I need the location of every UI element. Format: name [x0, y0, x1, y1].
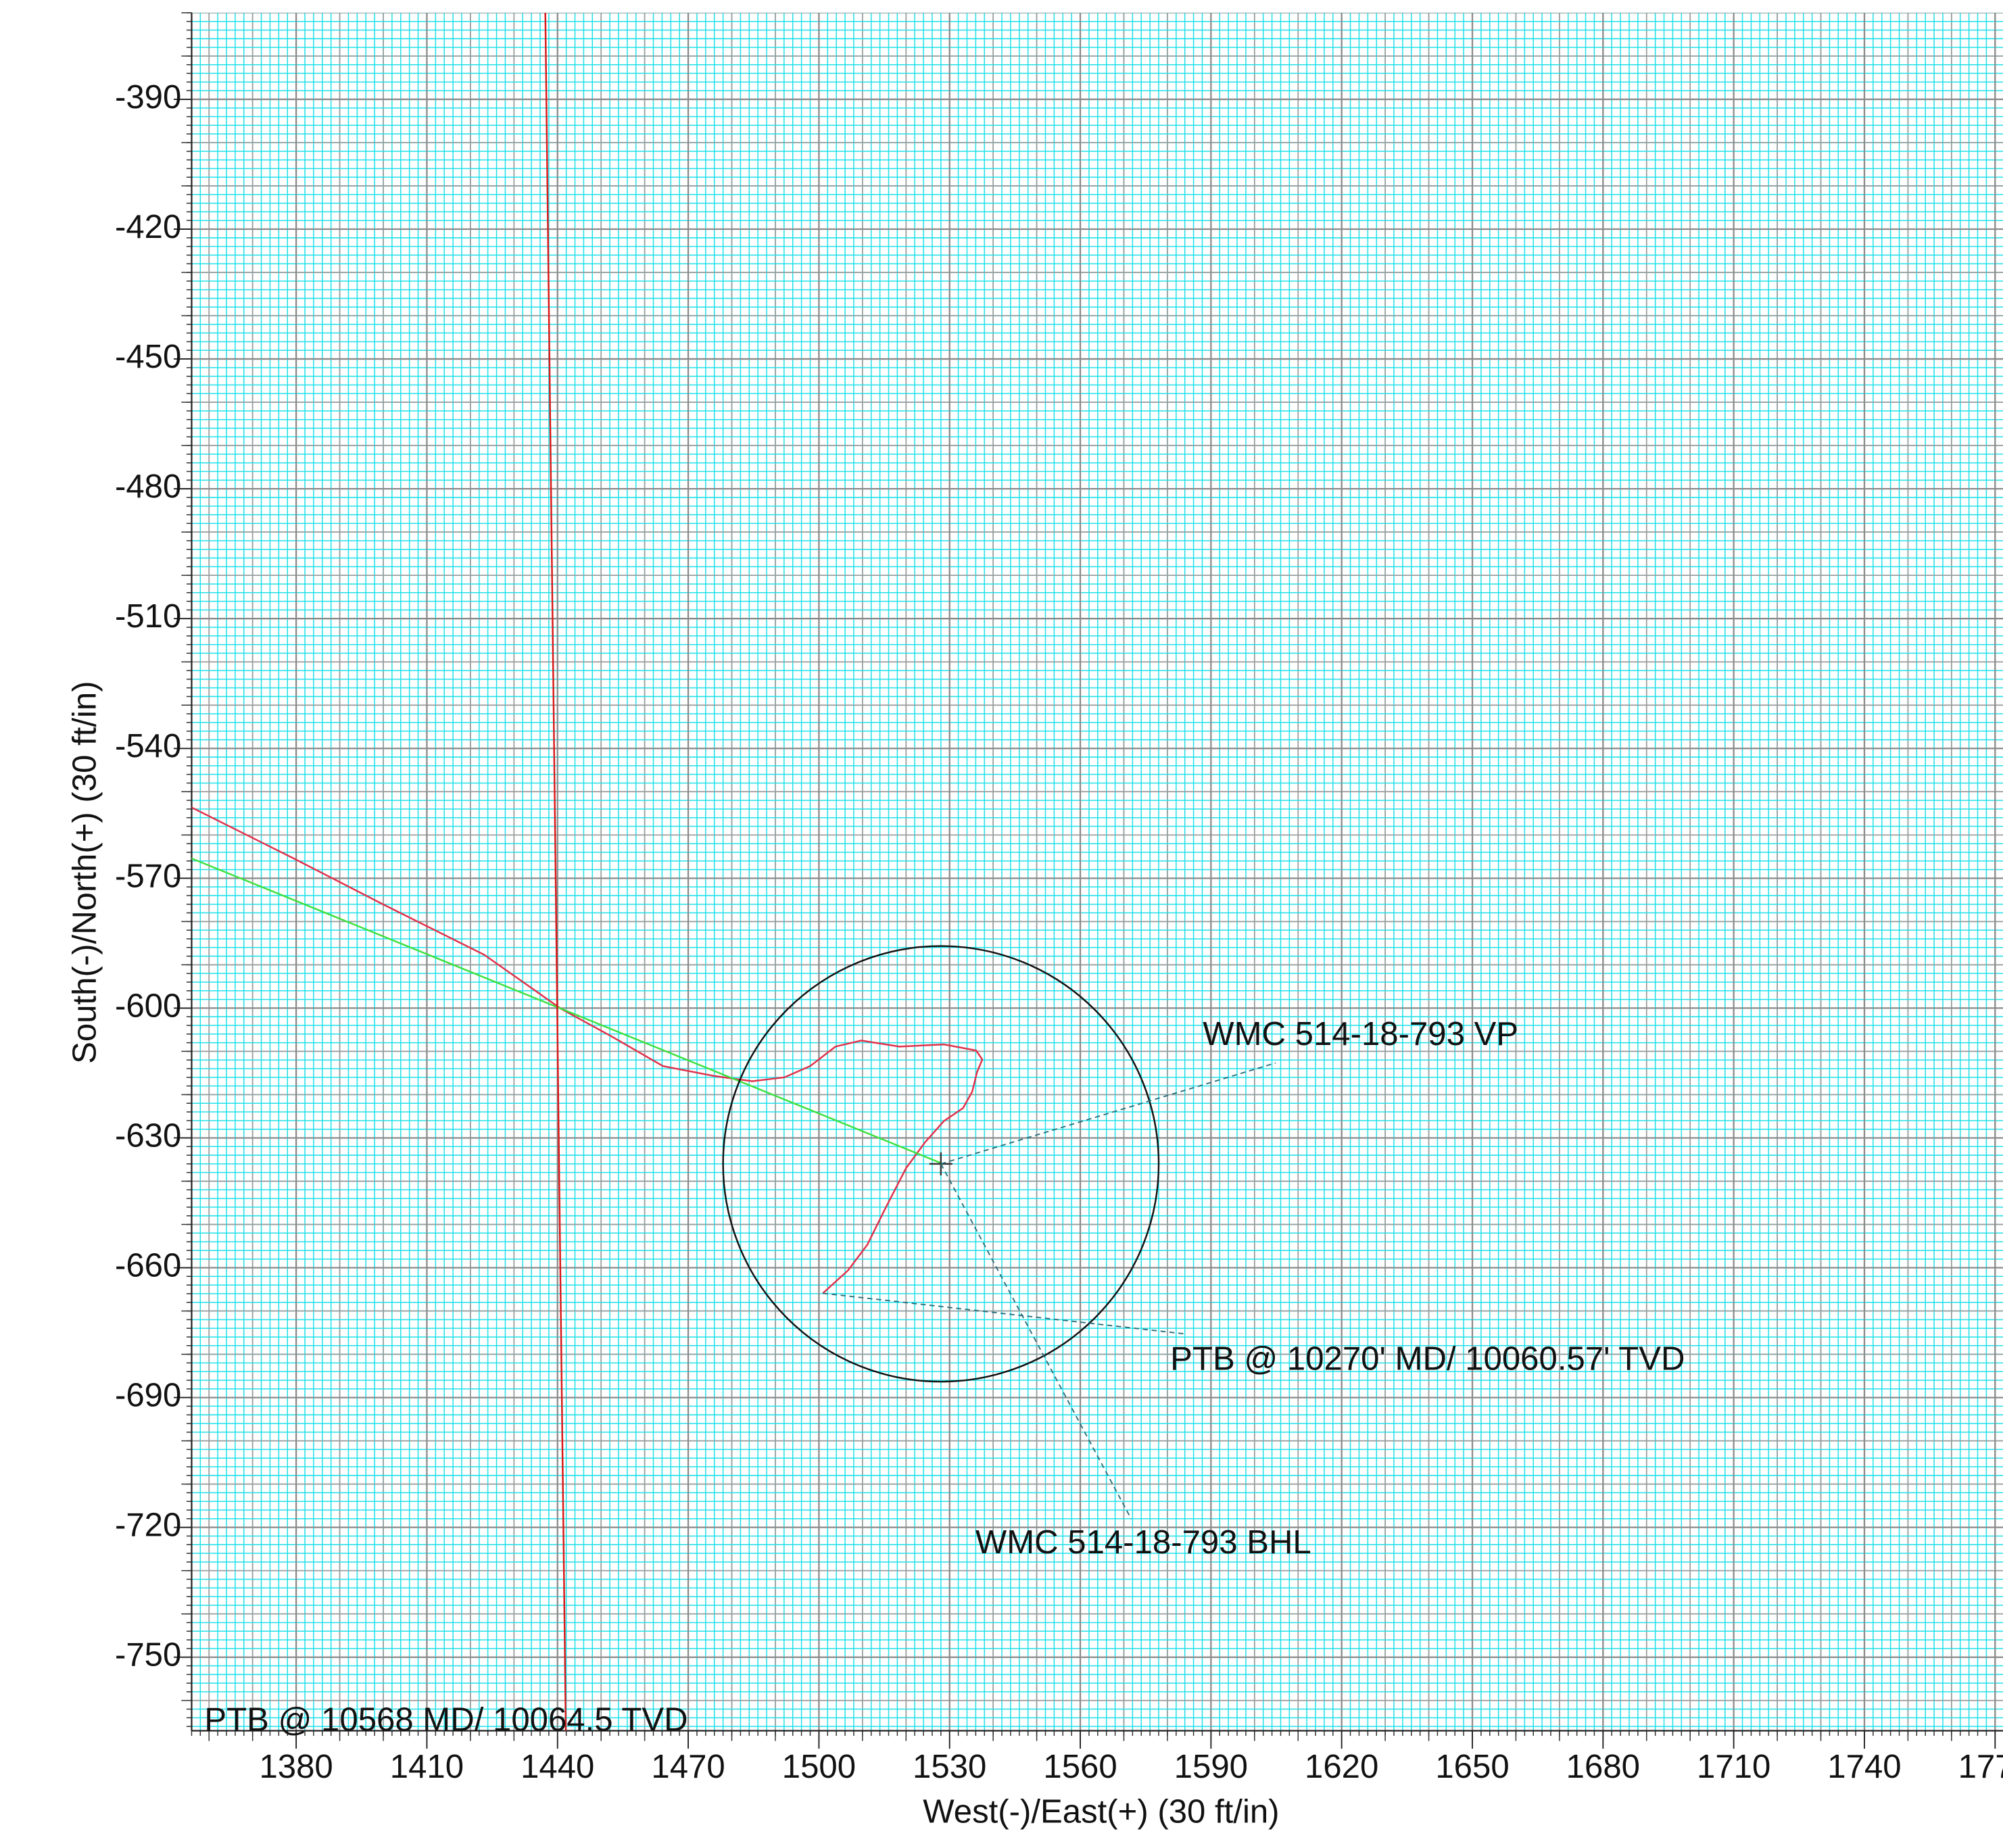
x-tick-label: 1440	[521, 1749, 594, 1785]
annotation: PTB @ 10270' MD/ 10060.57' TVD	[1170, 1340, 1685, 1377]
leader-line	[940, 1163, 1132, 1519]
y-tick-label: -420	[115, 209, 181, 245]
y-tick-label: -660	[115, 1247, 181, 1284]
x-tick-label: 1380	[259, 1749, 333, 1785]
data-layer	[191, 12, 984, 1731]
target-circle	[722, 945, 1160, 1383]
series-line	[544, 12, 567, 1731]
leader-line	[940, 1062, 1276, 1165]
x-tick-label: 1710	[1697, 1749, 1770, 1785]
y-tick-label: -720	[115, 1507, 181, 1544]
x-tick-label: 1590	[1174, 1749, 1248, 1785]
y-tick-label: -600	[115, 988, 181, 1024]
series-line	[191, 806, 984, 1294]
x-tick-label: 1470	[651, 1749, 725, 1785]
x-tick-label: 1500	[782, 1749, 856, 1785]
x-tick-label: 1650	[1435, 1749, 1509, 1785]
x-tick-label: 1410	[390, 1749, 464, 1785]
x-tick-label: 1530	[913, 1749, 986, 1785]
x-tick-label: 1620	[1305, 1749, 1378, 1785]
y-tick-label: -630	[115, 1117, 181, 1154]
x-axis-label: West(-)/East(+) (30 ft/in)	[923, 1793, 1279, 1830]
y-tick-label: -540	[115, 728, 181, 764]
y-tick-label: -480	[115, 468, 181, 505]
x-tick-label: 1560	[1043, 1749, 1117, 1785]
y-tick-label: -390	[115, 79, 181, 116]
series-line	[191, 857, 944, 1165]
y-tick-label: -510	[115, 598, 181, 635]
x-tick-label: 1680	[1566, 1749, 1640, 1785]
x-tick-label: 1770	[1958, 1749, 2003, 1785]
y-tick-label: -750	[115, 1637, 181, 1674]
annotation: WMC 514-18-793 VP	[1203, 1016, 1518, 1052]
x-tick-label: 1740	[1827, 1749, 1901, 1785]
y-tick-label: -570	[115, 858, 181, 894]
y-tick-label: -690	[115, 1378, 181, 1414]
leader-line	[823, 1292, 1187, 1335]
y-axis-label: South(-)/North(+) (30 ft/in)	[66, 681, 103, 1063]
plot-root: 1380 1410 1440 1470 1500 1530 1560 1590 1620 1650…	[66, 12, 2003, 1830]
grid	[191, 12, 2003, 1731]
annotation: WMC 514-18-793 BHL	[975, 1524, 1311, 1561]
y-tick-label: -450	[115, 339, 181, 375]
annotation: PTB @ 10568 MD/ 10064.5 TVD	[204, 1701, 687, 1738]
